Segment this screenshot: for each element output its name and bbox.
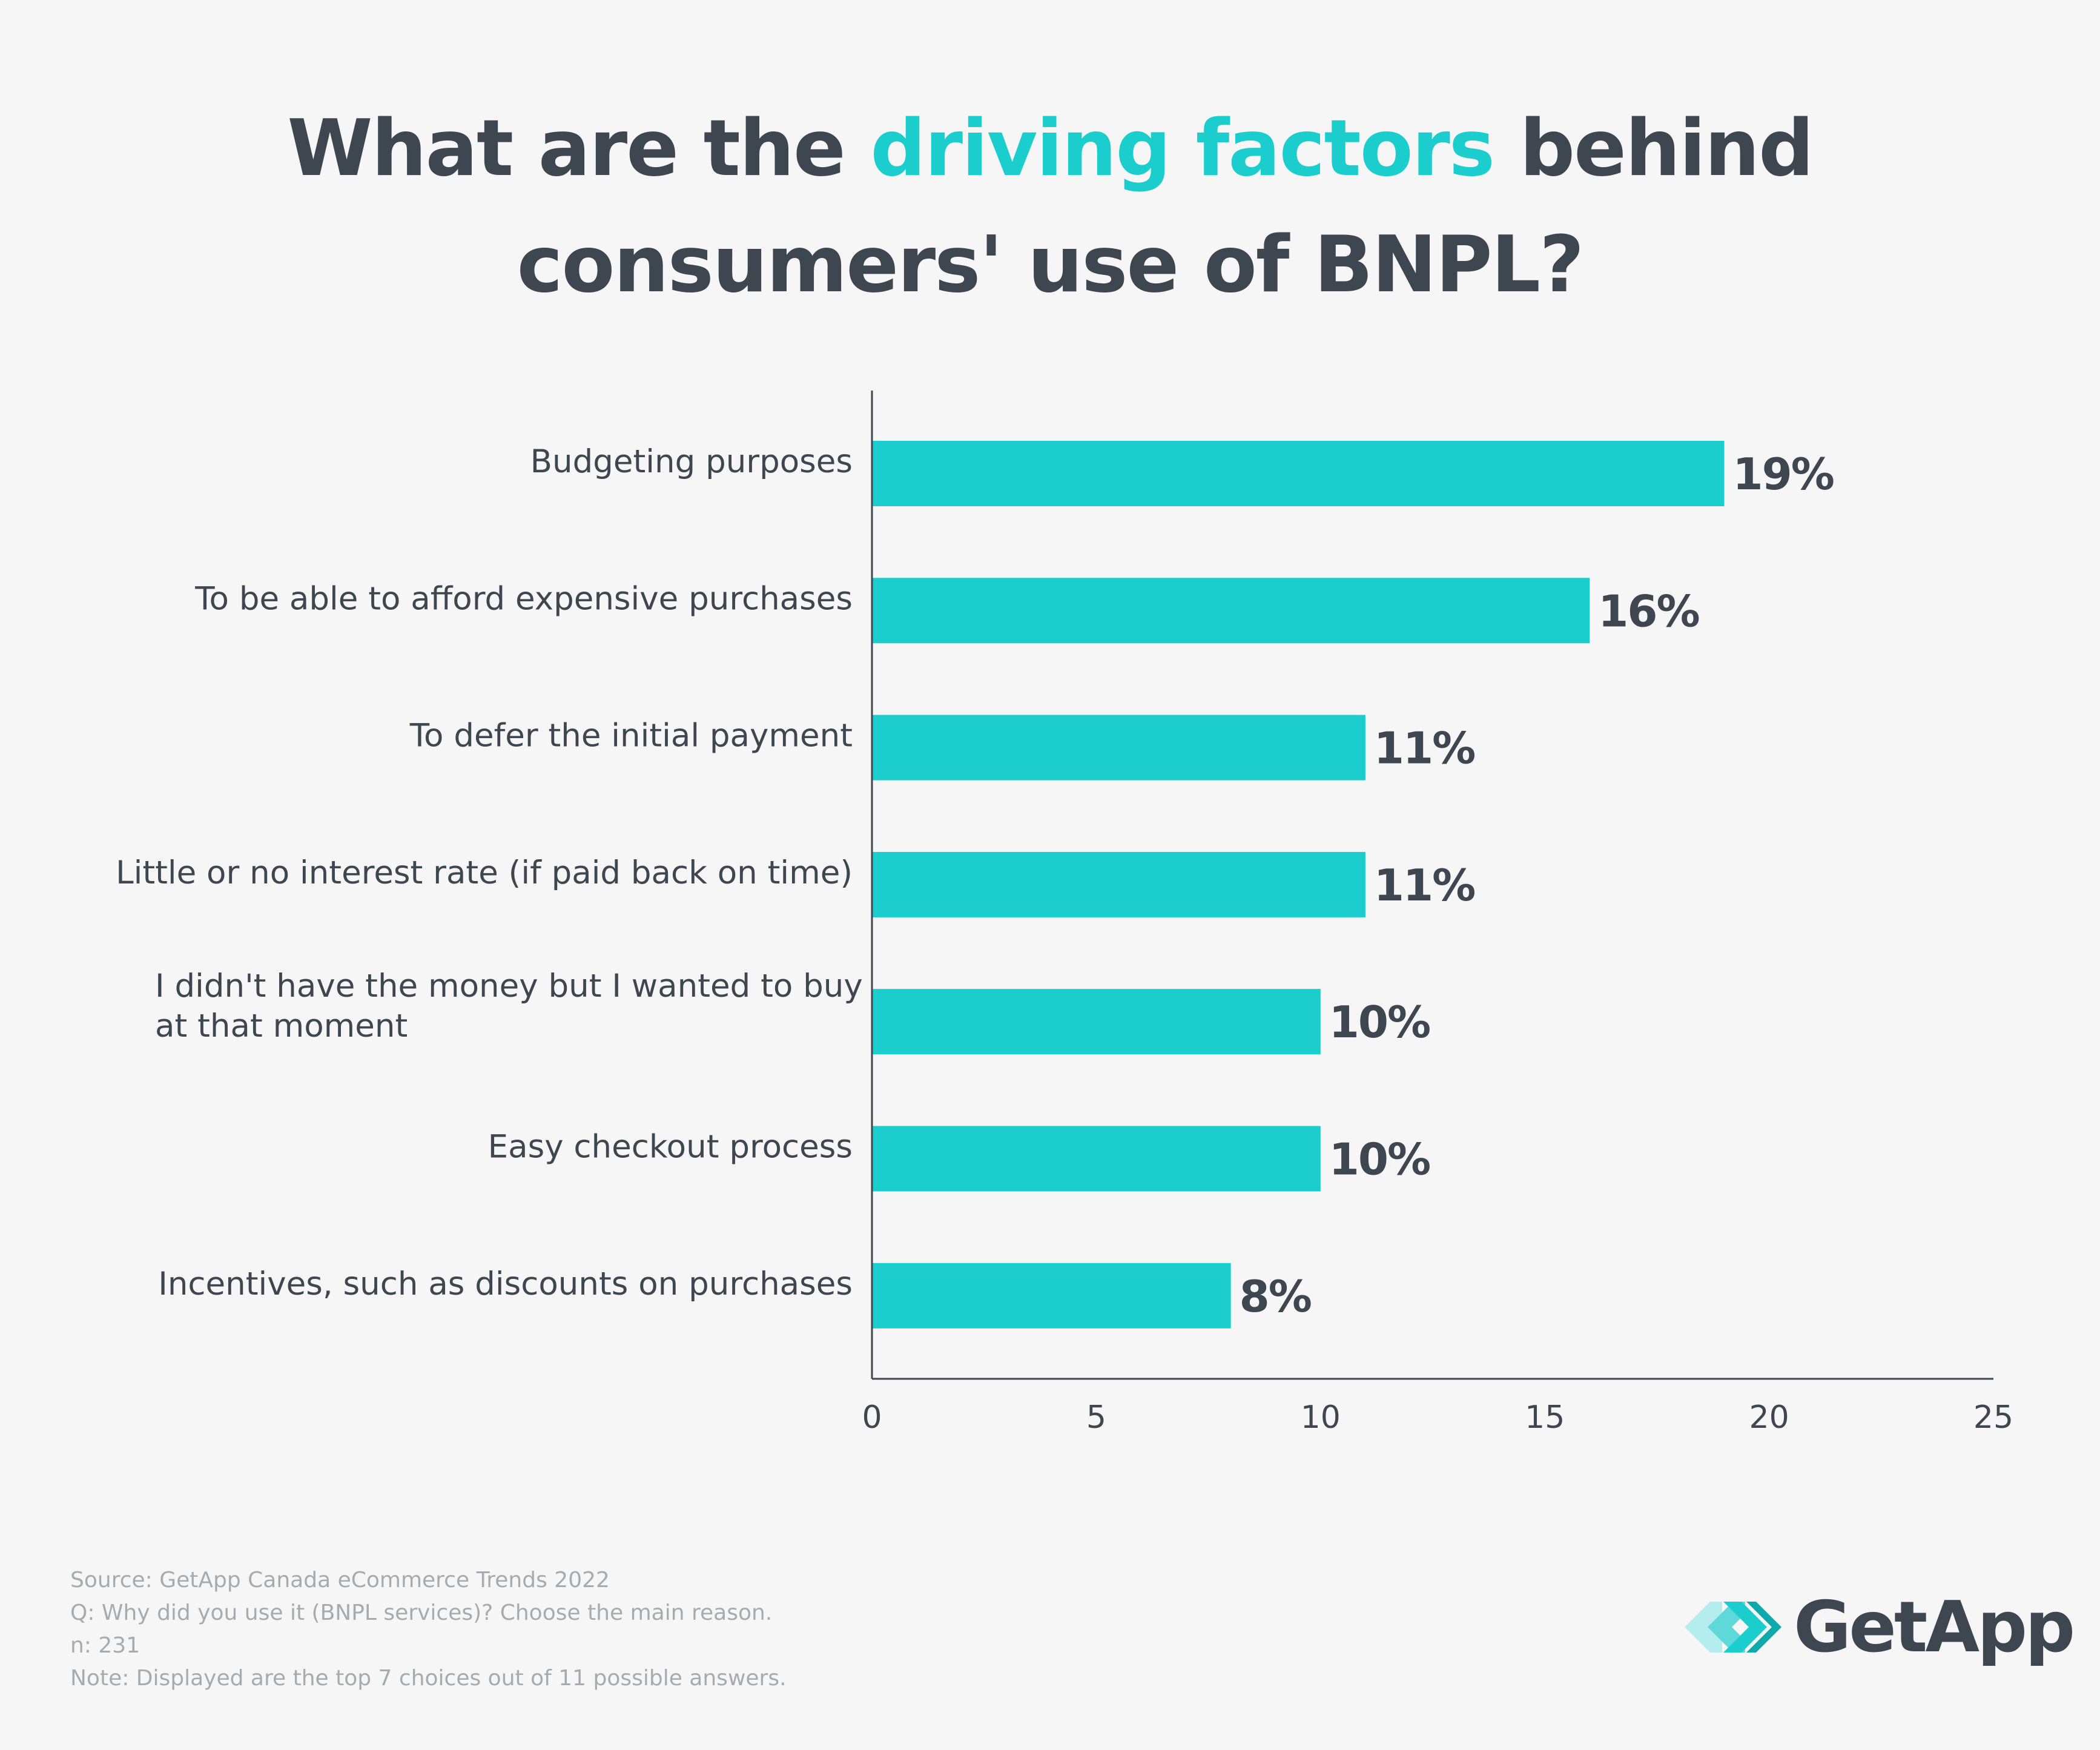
x-tick-label-20: 20 [1749, 1399, 1789, 1436]
x-tick-label-10: 10 [1301, 1399, 1341, 1436]
category-label-5: I didn't have the money but I wanted to … [155, 968, 863, 1045]
value-label-6: 10% [1329, 1134, 1430, 1185]
value-label-5: 10% [1329, 997, 1430, 1048]
value-label-1: 19% [1733, 449, 1834, 500]
getapp-logo: GetApp [1685, 1586, 2075, 1668]
bar-3 [872, 715, 1365, 781]
value-label-2: 16% [1598, 586, 1699, 636]
title-line-2: consumers' use of BNPL? [517, 220, 1585, 310]
value-label-3: 11% [1374, 723, 1474, 774]
bar-chart: 0 5 10 15 20 25 19% Budgeting purposes 16% To be… [116, 391, 2013, 1436]
bars-layer [872, 441, 1725, 1329]
value-label-4: 11% [1374, 860, 1474, 911]
category-label-1: Budgeting purposes [530, 443, 853, 480]
getapp-logo-text: GetApp [1794, 1586, 2075, 1668]
bar-5 [872, 989, 1321, 1055]
category-label-5-line-2: at that moment [155, 1008, 408, 1045]
category-label-2: To be able to afford expensive purchases [194, 580, 853, 617]
labels-layer: 19% Budgeting purposes 16% To be able to af… [116, 443, 1835, 1322]
axes-layer: 0 5 10 15 20 25 [862, 391, 2013, 1436]
x-tick-label-15: 15 [1525, 1399, 1565, 1436]
bar-4 [872, 851, 1365, 917]
question-note: Q: Why did you use it (BNPL services)? C… [70, 1600, 773, 1625]
bar-1 [872, 441, 1725, 506]
bar-7 [872, 1263, 1231, 1329]
category-label-5-line-1: I didn't have the money but I wanted to … [155, 968, 863, 1005]
category-label-7: Incentives, such as discounts on purchas… [158, 1266, 853, 1303]
x-tick-label-5: 5 [1086, 1399, 1106, 1436]
title-line-1: What are the driving factors behind [287, 104, 1814, 194]
category-label-6: Easy checkout process [488, 1129, 853, 1166]
x-tick-label-25: 25 [1973, 1399, 2013, 1436]
source-note: Source: GetApp Canada eCommerce Trends 2… [70, 1568, 610, 1593]
bar-2 [872, 578, 1590, 644]
title-highlight: driving factors [870, 104, 1495, 194]
sample-size-note: n: 231 [70, 1633, 140, 1658]
display-note: Note: Displayed are the top 7 choices ou… [70, 1666, 787, 1691]
getapp-chevrons-icon [1685, 1602, 1781, 1653]
value-label-7: 8% [1240, 1271, 1311, 1322]
x-tick-label-0: 0 [862, 1399, 882, 1436]
bar-6 [872, 1126, 1321, 1192]
chart-title: What are the driving factors behind cons… [0, 91, 2100, 323]
category-label-4: Little or no interest rate (if paid back… [116, 854, 853, 891]
footnotes: Source: GetApp Canada eCommerce Trends 2… [70, 1564, 787, 1695]
category-label-3: To defer the initial payment [409, 718, 853, 754]
